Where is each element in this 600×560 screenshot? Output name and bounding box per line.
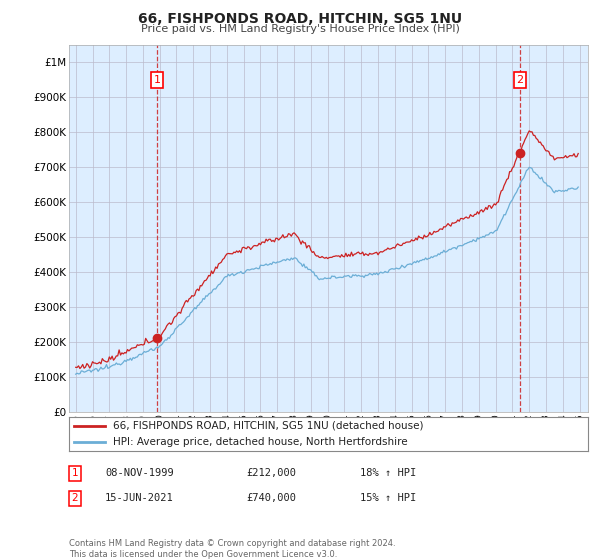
Text: 66, FISHPONDS ROAD, HITCHIN, SG5 1NU: 66, FISHPONDS ROAD, HITCHIN, SG5 1NU xyxy=(138,12,462,26)
Text: 15% ↑ HPI: 15% ↑ HPI xyxy=(360,493,416,503)
Text: £212,000: £212,000 xyxy=(246,468,296,478)
Text: 2: 2 xyxy=(517,74,524,85)
Text: £740,000: £740,000 xyxy=(246,493,296,503)
Text: 1: 1 xyxy=(154,74,160,85)
Text: 1: 1 xyxy=(71,468,79,478)
Text: 2: 2 xyxy=(71,493,79,503)
Text: 08-NOV-1999: 08-NOV-1999 xyxy=(105,468,174,478)
Text: 15-JUN-2021: 15-JUN-2021 xyxy=(105,493,174,503)
Text: Price paid vs. HM Land Registry's House Price Index (HPI): Price paid vs. HM Land Registry's House … xyxy=(140,24,460,34)
Text: Contains HM Land Registry data © Crown copyright and database right 2024.
This d: Contains HM Land Registry data © Crown c… xyxy=(69,539,395,559)
Text: 66, FISHPONDS ROAD, HITCHIN, SG5 1NU (detached house): 66, FISHPONDS ROAD, HITCHIN, SG5 1NU (de… xyxy=(113,421,424,431)
Text: HPI: Average price, detached house, North Hertfordshire: HPI: Average price, detached house, Nort… xyxy=(113,437,408,447)
Text: 18% ↑ HPI: 18% ↑ HPI xyxy=(360,468,416,478)
